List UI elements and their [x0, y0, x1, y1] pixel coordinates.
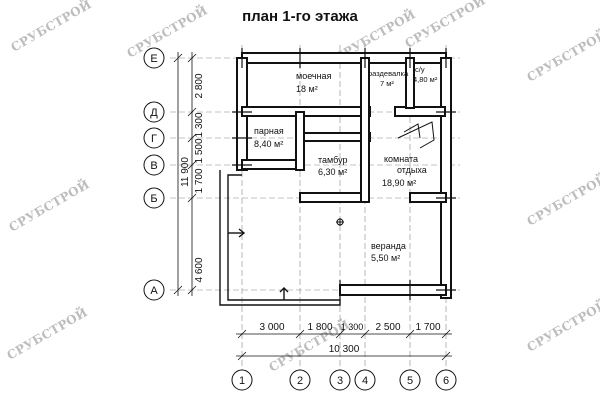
axis-label: 1 [239, 375, 245, 387]
axis-bubbles-letters: Е Д Г В Б А [143, 47, 165, 301]
axis-bubble: Б [143, 187, 165, 209]
room-name: веранда [371, 241, 406, 251]
room-area: 4,80 м² [413, 75, 438, 84]
horizontal-dimension-lines [236, 329, 452, 361]
room-area: 7 м² [380, 79, 394, 88]
axis-label: 3 [337, 375, 343, 387]
watermark-text: СРУБСТРОЙ [124, 1, 210, 60]
dim-vertical: 2 800 [194, 73, 205, 98]
room-area: 5,50 м² [371, 253, 400, 263]
axis-bubble: 2 [289, 369, 311, 391]
watermark-text: СРУБСТРОЙ [402, 0, 488, 51]
dim-horizontal: 1 300 [341, 322, 364, 332]
dim-vertical: 4 600 [194, 257, 205, 282]
dim-vertical: 1 700 [194, 168, 205, 193]
axis-bubble: 5 [399, 369, 421, 391]
axis-label: Г [151, 133, 157, 145]
dim-horizontal: 1 800 [307, 322, 332, 333]
dim-horizontal: 1 700 [415, 322, 440, 333]
watermark-text: СРУБСТРОЙ [8, 0, 94, 55]
room-name: тамбур [318, 155, 347, 165]
room-name: раздевалка [368, 69, 409, 78]
axis-label: 4 [362, 375, 368, 387]
axis-bubble: Д [143, 101, 165, 123]
axis-label: В [150, 160, 157, 172]
stair-symbol [397, 121, 435, 149]
dim-vertical-total: 11 900 [180, 157, 191, 187]
axis-bubble: В [143, 154, 165, 176]
dim-vertical: 1 500 [194, 138, 205, 163]
axis-bubble: А [143, 279, 165, 301]
horizontal-dimensions: 3 000 1 800 1 300 2 500 1 700 10 300 [259, 322, 440, 355]
plan-title: план 1-го этажа [242, 8, 358, 25]
axis-label: 5 [407, 375, 413, 387]
axis-bubble: 1 [231, 369, 253, 391]
room-area: 6,30 м² [318, 167, 347, 177]
room-area: 18 м² [296, 84, 318, 94]
axis-label: Б [150, 193, 157, 205]
columns [336, 218, 344, 226]
dim-horizontal-total: 10 300 [329, 344, 360, 355]
axis-bubble: 4 [354, 369, 376, 391]
room-name: с/у [415, 65, 425, 74]
axis-bubbles-numbers: 1 2 3 4 5 6 [231, 369, 457, 391]
room-name-2: отдыха [397, 165, 427, 175]
watermark-text: СРУБСТРОЙ [524, 295, 600, 354]
room-name: комната [384, 154, 418, 164]
veranda-railing [219, 170, 341, 306]
room-labels: моечная 18 м² раздевалка 7 м² с/у 4,80 м… [254, 65, 438, 263]
axis-label: 2 [297, 375, 303, 387]
axis-label: А [150, 285, 158, 297]
watermark-text: СРУБСТРОЙ [524, 169, 600, 228]
dim-vertical: 1 300 [194, 112, 205, 137]
axis-bubble: 6 [435, 369, 457, 391]
room-area: 8,40 м² [254, 139, 283, 149]
vertical-dimensions: 2 800 1 300 1 500 1 700 4 600 11 900 [180, 73, 205, 282]
axis-label: Д [150, 107, 158, 119]
room-area: 18,90 м² [382, 178, 416, 188]
watermark-text: СРУБСТРОЙ [6, 175, 92, 234]
axis-bubble: 3 [329, 369, 351, 391]
vertical-dimension-lines [173, 52, 197, 296]
axis-label: Е [150, 53, 157, 65]
walls [232, 48, 456, 300]
watermark-text: СРУБСТРОЙ [524, 25, 600, 84]
axis-bubble: Г [143, 127, 165, 149]
dim-horizontal: 2 500 [375, 322, 400, 333]
dim-horizontal: 3 000 [259, 322, 284, 333]
axis-bubble: Е [143, 47, 165, 69]
watermark-text: СРУБСТРОЙ [4, 303, 90, 362]
room-name: парная [254, 126, 284, 136]
axis-label: 6 [443, 375, 449, 387]
room-name: моечная [296, 71, 332, 81]
